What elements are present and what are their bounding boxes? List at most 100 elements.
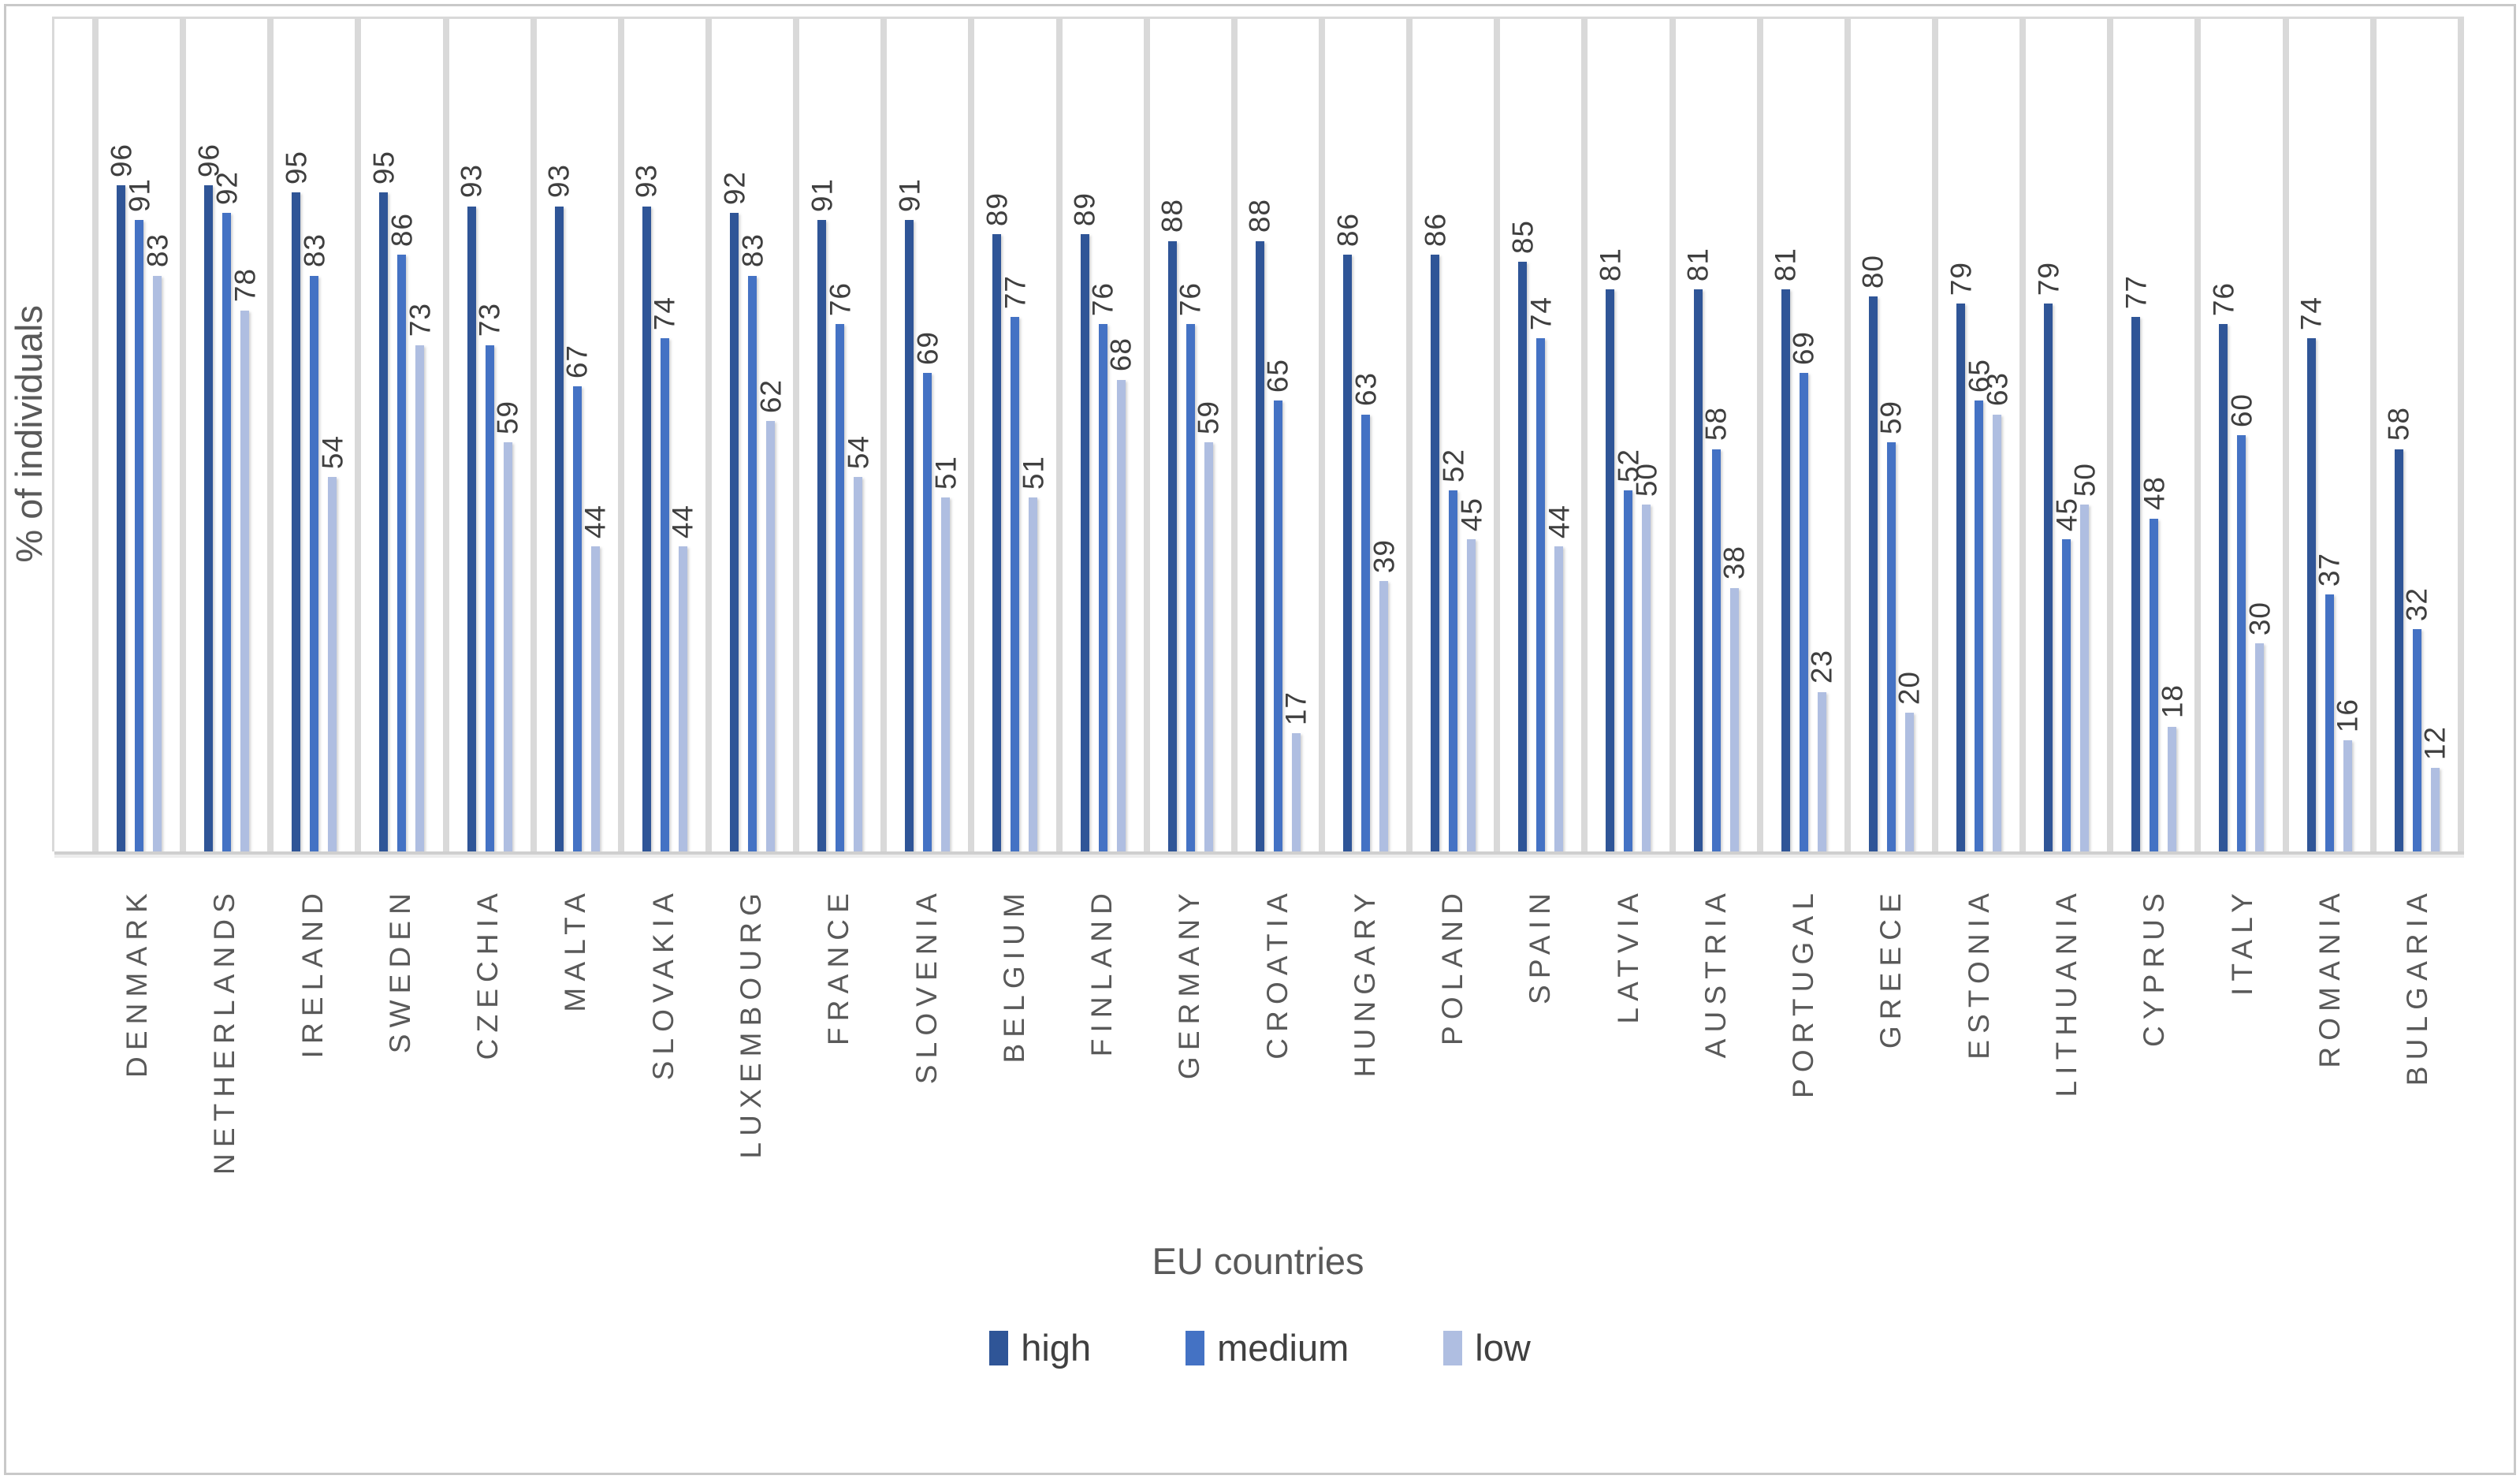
bar-value-label: 17 — [1279, 691, 1312, 726]
bar-high — [992, 233, 1002, 851]
y-axis-title-wrap: % of individuals — [5, 17, 52, 851]
category-group: 89 76 68 — [1055, 19, 1144, 851]
bar-value-label: 48 — [2138, 476, 2171, 511]
bar-slot: 74 — [2295, 19, 2328, 851]
bar-high — [204, 185, 214, 851]
category-label: HUNGARY — [1348, 887, 1381, 1078]
category-label: CZECHIA — [471, 887, 504, 1060]
bar-medium — [660, 337, 669, 851]
category-group: 93 67 44 — [530, 19, 618, 851]
category-label-cell: CYPRUS — [2107, 887, 2194, 1257]
bar-slot: 86 — [1331, 19, 1364, 851]
bar-slot: 73 — [404, 19, 436, 851]
bar-value-label: 51 — [929, 456, 962, 490]
bar-slot: 51 — [1017, 19, 1049, 851]
bar-value-label: 88 — [1156, 199, 1189, 233]
category-label: SLOVAKIA — [646, 887, 679, 1081]
bar-high — [1080, 233, 1089, 851]
bar-value-label: 44 — [666, 504, 699, 538]
bar-value-label: 79 — [1945, 261, 1978, 296]
category-group: 93 74 44 — [617, 19, 705, 851]
bar-slot: 62 — [754, 19, 787, 851]
bar-medium — [1536, 337, 1546, 851]
bar-low — [1467, 539, 1476, 851]
bar-low — [328, 476, 337, 851]
bar-slot: 69 — [911, 19, 944, 851]
bar-slot: 51 — [929, 19, 962, 851]
bar-slot: 12 — [2419, 19, 2451, 851]
bar-slot: 77 — [999, 19, 1031, 851]
bar-slot: 81 — [1594, 19, 1626, 851]
category-group: 81 58 38 — [1669, 19, 1757, 851]
bar-value-label: 93 — [630, 164, 663, 199]
category-label: DENMARK — [121, 887, 154, 1078]
bar-slot: 89 — [1069, 19, 1101, 851]
category-label: SLOVENIA — [910, 887, 943, 1085]
x-axis-line — [54, 851, 2464, 855]
bar-medium — [923, 372, 932, 851]
bar-high — [1167, 240, 1177, 851]
category-label-cell: ROMANIA — [2283, 887, 2370, 1257]
category-group: 80 59 20 — [1844, 19, 1932, 851]
bar-slot: 83 — [141, 19, 173, 851]
bar-value-label: 83 — [736, 233, 769, 268]
bar-medium — [1975, 400, 1984, 851]
bar-slot: 73 — [474, 19, 506, 851]
plot-groups: 96 91 83 96 92 78 95 83 54 95 86 73 93 73 59 93 67 44 93 74… — [54, 19, 2464, 851]
category-group: 93 73 59 — [442, 19, 530, 851]
bar-slot: 30 — [2243, 19, 2276, 851]
bar-slot: 91 — [806, 19, 838, 851]
bar-slot: 65 — [1963, 19, 1995, 851]
bar-value-label: 32 — [2400, 587, 2433, 622]
bar-slot: 65 — [1262, 19, 1294, 851]
bar-slot: 52 — [1612, 19, 1644, 851]
bar-low — [1554, 546, 1564, 851]
bar-value-label: 58 — [2382, 407, 2415, 441]
bar-slot: 59 — [492, 19, 524, 851]
bar-slot: 44 — [579, 19, 612, 851]
bar-value-label: 45 — [2050, 497, 2083, 531]
bar-low — [2343, 740, 2352, 851]
category-label: ROMANIA — [2313, 887, 2346, 1068]
bar-high — [2131, 317, 2141, 851]
category-label-cell: SWEDEN — [353, 887, 441, 1257]
bar-high — [1518, 262, 1528, 851]
bar-value-label: 88 — [1243, 199, 1276, 233]
bar-medium — [1799, 372, 1808, 851]
bar-value-label: 91 — [893, 178, 926, 213]
bar-low — [1904, 713, 1914, 851]
bar-slot: 63 — [1981, 19, 2013, 851]
category-label: PORTUGAL — [1787, 887, 1820, 1098]
bar-high — [2394, 449, 2403, 851]
bar-value-label: 77 — [2120, 275, 2153, 310]
category-group: 96 92 78 — [180, 19, 267, 851]
bar-slot: 54 — [842, 19, 874, 851]
category-label-cell: ESTONIA — [1932, 887, 2019, 1257]
category-label: POLAND — [1436, 887, 1469, 1045]
bar-low — [415, 345, 425, 851]
bar-value-label: 45 — [1455, 497, 1488, 531]
category-label: BELGIUM — [997, 887, 1030, 1064]
bar-value-label: 38 — [1718, 546, 1751, 580]
legend-label-high: high — [1021, 1327, 1092, 1369]
bar-low — [1993, 414, 2002, 851]
bar-value-label: 78 — [229, 268, 262, 303]
category-label-cell: CROATIA — [1230, 887, 1317, 1257]
bar-slot: 39 — [1368, 19, 1400, 851]
bar-value-label: 76 — [824, 282, 857, 317]
bar-low — [1729, 587, 1739, 851]
bar-slot: 81 — [1770, 19, 1802, 851]
bar-value-label: 44 — [1543, 504, 1576, 538]
bar-slot: 60 — [2225, 19, 2258, 851]
bar-high — [817, 220, 827, 851]
category-label-cell: CZECHIA — [441, 887, 528, 1257]
bar-low — [678, 546, 687, 851]
bar-low — [2430, 768, 2440, 851]
legend-label-medium: medium — [1217, 1327, 1349, 1369]
bar-value-label: 74 — [648, 296, 681, 330]
bar-slot: 83 — [736, 19, 769, 851]
bar-low — [1291, 733, 1301, 851]
bar-high — [467, 206, 476, 851]
bar-medium — [1011, 317, 1020, 851]
bar-slot: 59 — [1193, 19, 1225, 851]
